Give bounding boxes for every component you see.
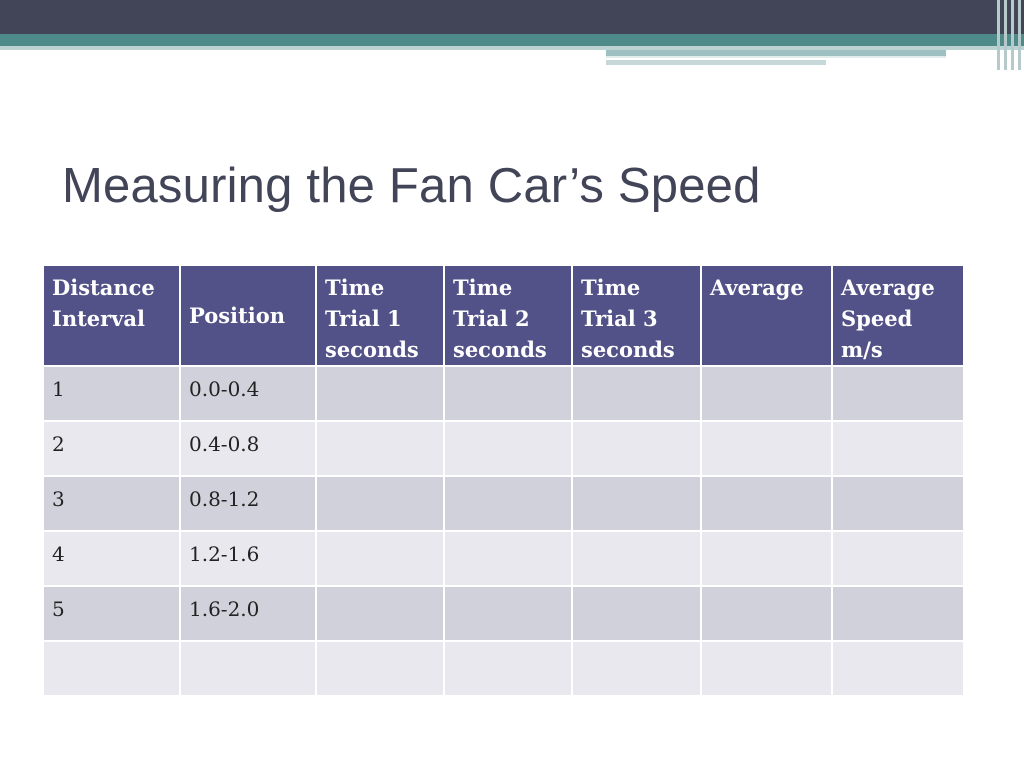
table-cell[interactable]: [571, 530, 702, 587]
table-cell[interactable]: [700, 475, 833, 532]
table-cell[interactable]: [571, 365, 702, 422]
table-cell[interactable]: [831, 530, 965, 587]
header-band-dark: [0, 0, 1024, 34]
table-cell[interactable]: [315, 585, 445, 642]
table-cell[interactable]: [831, 365, 965, 422]
table-row: 5 1.6-2.0: [42, 585, 965, 642]
table-cell[interactable]: [443, 420, 573, 477]
table-cell[interactable]: [700, 365, 833, 422]
table-cell: 3: [42, 475, 181, 532]
table-cell[interactable]: [315, 640, 445, 697]
table-cell: 0.4-0.8: [179, 420, 317, 477]
table-cell: 4: [42, 530, 181, 587]
table-cell[interactable]: [315, 530, 445, 587]
table-cell[interactable]: [315, 475, 445, 532]
table-cell: 5: [42, 585, 181, 642]
table-cell[interactable]: [571, 420, 702, 477]
table-cell[interactable]: [831, 420, 965, 477]
table-cell[interactable]: [700, 530, 833, 587]
header-average: Average: [700, 264, 833, 367]
table-cell[interactable]: [571, 585, 702, 642]
table-row: 2 0.4-0.8: [42, 420, 965, 477]
table-cell[interactable]: [443, 365, 573, 422]
header-average-speed: Average Speed m/s: [831, 264, 965, 367]
table-cell[interactable]: [831, 585, 965, 642]
table-cell[interactable]: [700, 640, 833, 697]
table-cell: 0.0-0.4: [179, 365, 317, 422]
table-cell[interactable]: [179, 640, 317, 697]
table-cell[interactable]: [443, 640, 573, 697]
table-cell[interactable]: [571, 475, 702, 532]
table-cell[interactable]: [700, 420, 833, 477]
table-cell[interactable]: [443, 585, 573, 642]
table-cell: 1.6-2.0: [179, 585, 317, 642]
table-cell[interactable]: [831, 475, 965, 532]
table-cell: 2: [42, 420, 181, 477]
table-cell[interactable]: [831, 640, 965, 697]
table-cell: 1: [42, 365, 181, 422]
table-cell[interactable]: [42, 640, 181, 697]
table-cell[interactable]: [443, 530, 573, 587]
slide-title: Measuring the Fan Car’s Speed: [62, 159, 761, 213]
table-row: 1 0.0-0.4: [42, 365, 965, 422]
header-time-trial-1: Time Trial 1 seconds: [315, 264, 445, 367]
table-cell[interactable]: [571, 640, 702, 697]
header-stripes: [994, 0, 1024, 70]
table-cell[interactable]: [315, 420, 445, 477]
table-cell: 0.8-1.2: [179, 475, 317, 532]
table-header-row: Distance Interval Position Time Trial 1 sec…: [42, 264, 965, 367]
header-distance-interval: Distance Interval: [42, 264, 181, 367]
header-time-trial-3: Time Trial 3 seconds: [571, 264, 702, 367]
header-time-trial-2: Time Trial 2 seconds: [443, 264, 573, 367]
header-accent-lines: [606, 50, 1024, 70]
table-cell: 1.2-1.6: [179, 530, 317, 587]
header-band-light: [0, 46, 1024, 50]
table-row: 4 1.2-1.6: [42, 530, 965, 587]
data-table: Distance Interval Position Time Trial 1 sec…: [42, 264, 965, 697]
header-position: Position: [179, 264, 317, 367]
table-cell[interactable]: [443, 475, 573, 532]
table-row: 3 0.8-1.2: [42, 475, 965, 532]
table-cell[interactable]: [315, 365, 445, 422]
table-cell[interactable]: [700, 585, 833, 642]
header-band-teal: [0, 34, 1024, 46]
table-row: [42, 640, 965, 697]
